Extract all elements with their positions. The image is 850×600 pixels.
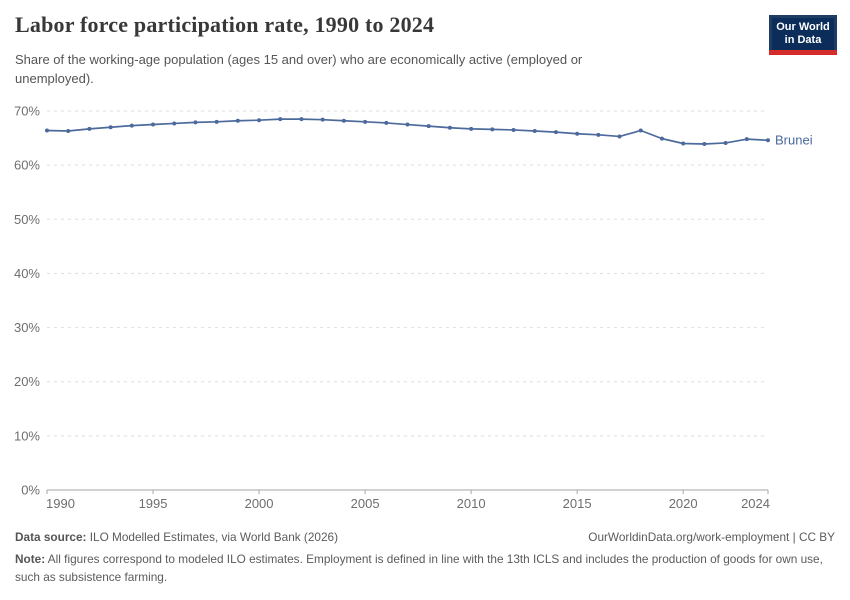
data-point [108,125,113,130]
x-tick-label: 1990 [46,496,75,511]
data-point [490,127,495,132]
y-tick-label: 60% [14,158,40,173]
owid-logo-red-bar [769,50,837,55]
y-tick-label: 10% [14,428,40,443]
data-point [702,142,707,147]
owid-link[interactable]: OurWorldinData.org/work-employment | CC … [588,530,835,544]
data-point [596,132,601,137]
line-chart-canvas: 0% 10% 20% 30% 40% 50% 60% 70% 1990 1995 2000 2005 2… [14,104,813,512]
data-point [257,118,262,123]
y-tick-label: 50% [14,212,40,227]
data-point [214,119,219,124]
owid-logo[interactable]: Our World in Data [769,15,837,55]
data-point [426,124,431,129]
x-tick-label: 2000 [245,496,274,511]
data-point [45,128,49,133]
y-tick-label: 40% [14,266,40,281]
data-point [299,117,304,122]
data-point [151,122,156,127]
x-tick-label: 2020 [669,496,698,511]
data-point [469,126,474,131]
data-point [405,122,410,127]
x-tick-label: 2010 [457,496,486,511]
chart-footer: Data source: ILO Modelled Estimates, via… [15,530,835,586]
owid-logo-text: Our World in Data [772,18,834,50]
data-point [341,118,346,123]
series-label: Brunei [775,133,813,148]
x-tick-label: 2005 [351,496,380,511]
y-tick-label: 0% [21,483,40,498]
data-point [363,119,368,124]
data-point [681,141,686,146]
data-point [87,126,92,131]
data-point [532,129,537,134]
data-point [447,125,452,130]
data-point [766,138,770,143]
data-point [384,120,389,125]
chart-subtitle: Share of the working-age population (age… [15,52,583,86]
data-point [617,134,622,139]
x-tick-label: 2015 [563,496,592,511]
data-point [575,131,580,136]
data-point [744,137,749,142]
y-tick-label: 70% [14,104,40,119]
data-point [172,121,177,126]
data-point [193,120,198,125]
x-tick-label: 2024 [741,496,770,511]
data-point [278,117,283,122]
data-point [723,140,728,145]
y-tick-label: 20% [14,374,40,389]
page-title: Labor force participation rate, 1990 to … [15,12,435,37]
x-tick-label: 1995 [139,496,168,511]
data-point [235,118,240,123]
data-point [511,127,516,132]
y-tick-label: 30% [14,320,40,335]
data-point [129,123,134,128]
data-source: Data source: ILO Modelled Estimates, via… [15,530,339,544]
data-point [638,128,643,133]
data-point [659,136,664,141]
chart-note: Note: All figures correspond to modeled … [15,552,823,584]
data-point [553,130,558,135]
data-point [66,129,71,134]
data-point [320,117,325,122]
